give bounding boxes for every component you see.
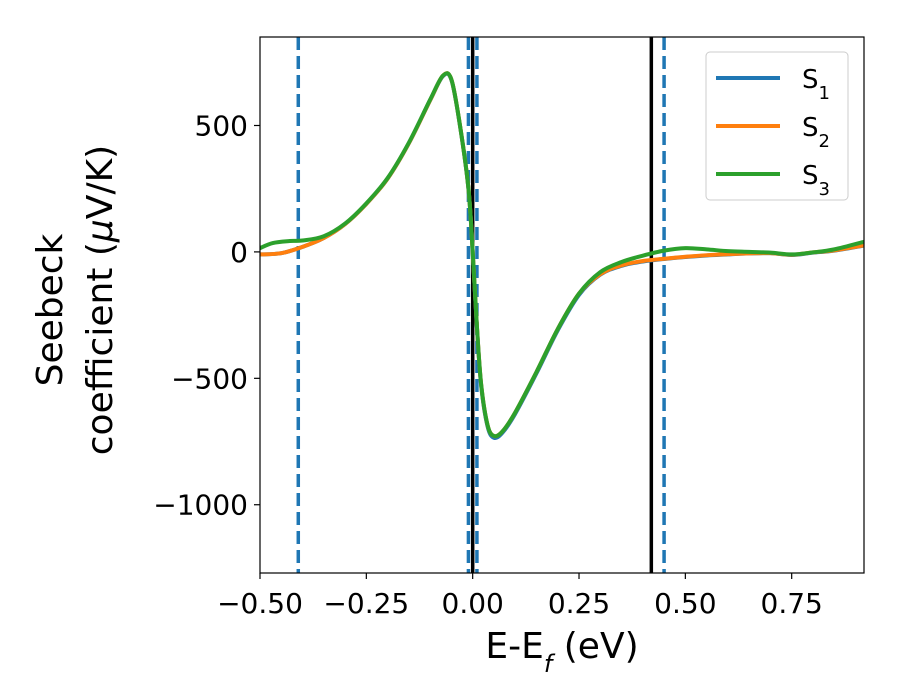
y-tick-label: −1000 (153, 489, 248, 522)
y-tick-label: −500 (171, 362, 248, 395)
legend-label-s1: S1 (802, 65, 830, 104)
y-tick-label: 0 (230, 236, 248, 269)
x-tick-label: 0.25 (548, 587, 610, 620)
y-axis-title-line2: coefficient (μV/K) (80, 145, 121, 455)
legend-label-s2: S2 (802, 113, 830, 152)
y-tick-label: 500 (195, 109, 248, 142)
series-line-s3 (260, 71, 864, 439)
x-tick-label: −0.50 (217, 587, 303, 620)
series-lines (260, 71, 864, 440)
x-tick-label: 0.00 (442, 587, 504, 620)
y-axis-title-line1: Seebeck (30, 233, 71, 386)
x-axis-title: E-Ef (eV) (485, 626, 638, 678)
y-axis-title: Seebeck coefficient (μV/K) (30, 145, 121, 455)
reference-lines (296, 37, 666, 573)
x-tick-label: 0.75 (761, 587, 823, 620)
plot-frame (259, 36, 865, 574)
legend: S1 S2 S3 (705, 51, 849, 201)
y-axis-ticks: 500 0 −500 −1000 (153, 109, 260, 522)
x-tick-label: −0.25 (323, 587, 409, 620)
legend-label-s3: S3 (802, 161, 830, 200)
x-axis-ticks: −0.50 −0.25 0.00 0.25 0.50 0.75 (217, 573, 823, 620)
x-tick-label: 0.50 (654, 587, 716, 620)
